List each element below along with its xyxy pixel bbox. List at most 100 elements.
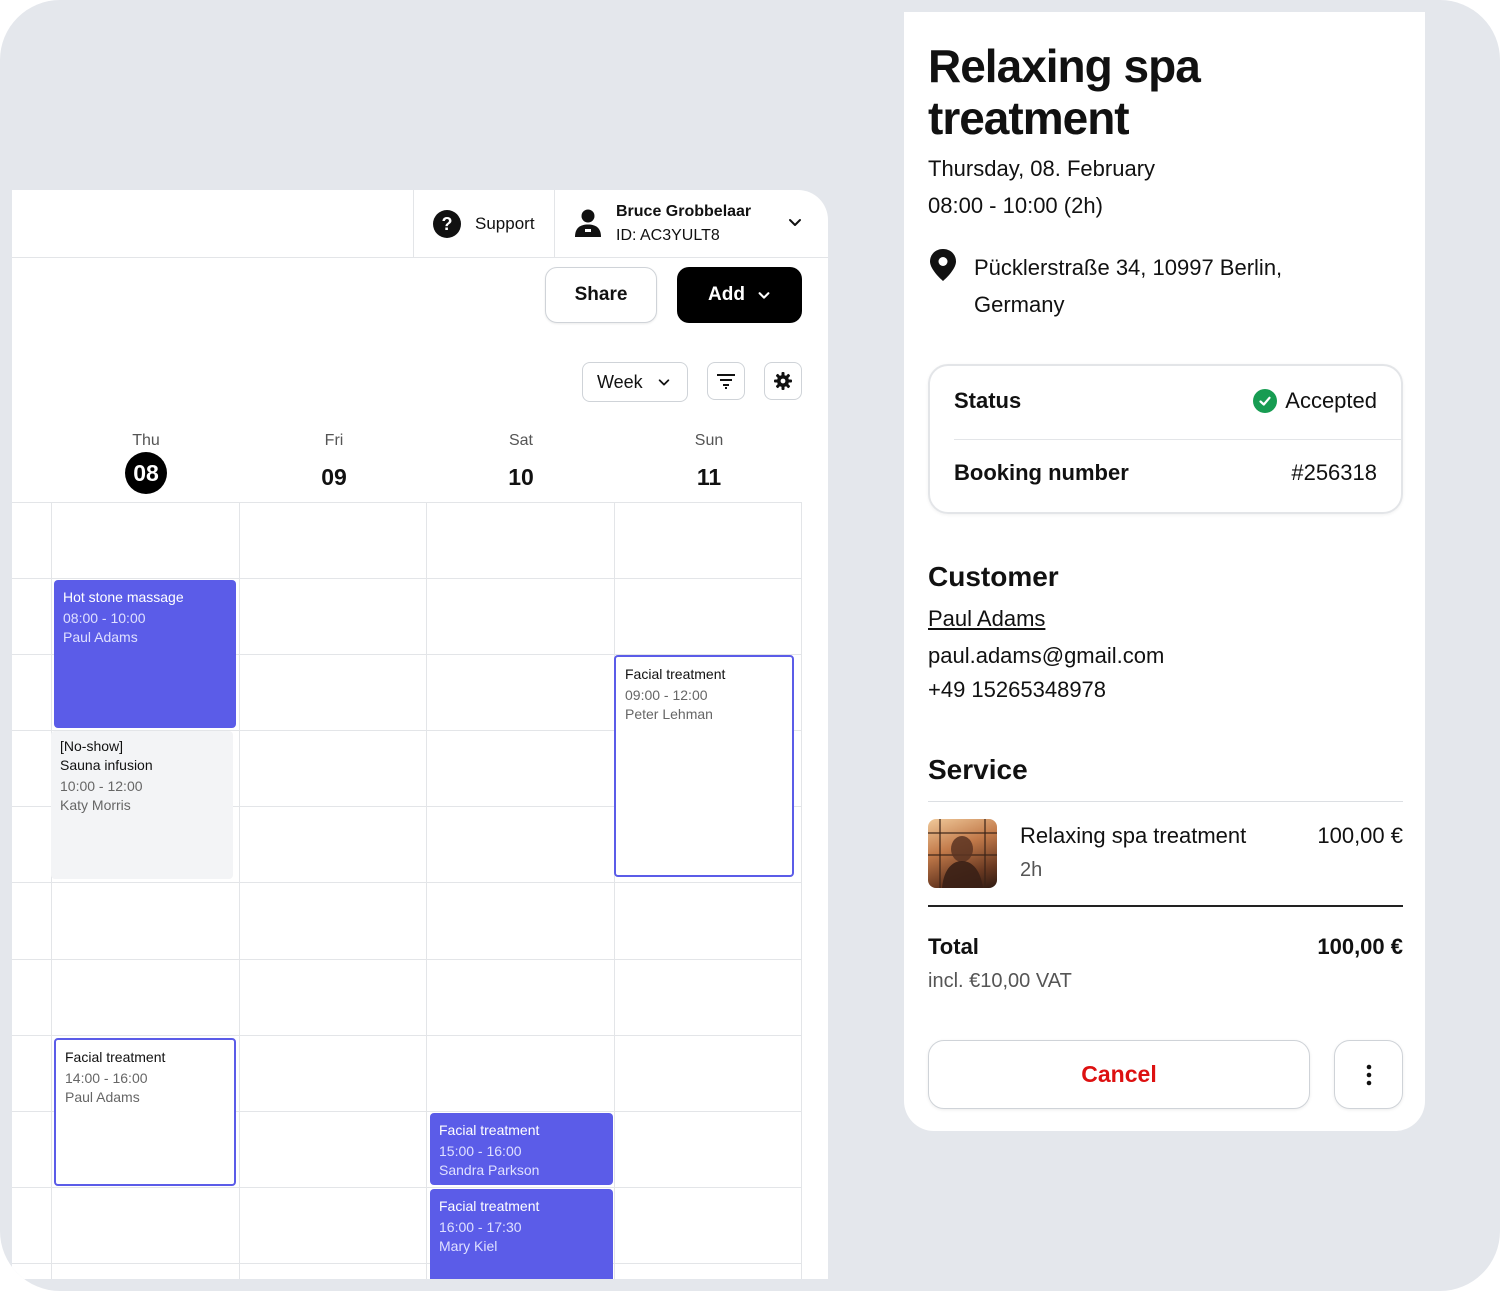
- service-name: Relaxing spa treatment: [1020, 823, 1247, 848]
- event-person: Paul Adams: [65, 1089, 140, 1105]
- divider: [928, 801, 1403, 802]
- event-time: 10:00 - 12:00: [60, 778, 143, 794]
- event-time: 09:00 - 12:00: [625, 687, 708, 703]
- event-title: Facial treatment: [439, 1198, 540, 1214]
- booking-title: Relaxing spa treatment: [928, 40, 1201, 144]
- grid-line: [614, 502, 615, 1279]
- user-id: ID: AC3YULT8: [616, 227, 720, 244]
- event-title: Sauna infusion: [60, 757, 153, 773]
- booking-number-value: #256318: [1291, 460, 1377, 485]
- service-thumbnail: [928, 819, 997, 888]
- add-button-label: Add: [708, 284, 745, 305]
- chevron-down-icon: [758, 292, 770, 299]
- filter-button[interactable]: [707, 362, 745, 400]
- calendar-grid[interactable]: Hot stone massage 08:00 - 10:00 Paul Ada…: [12, 502, 802, 1279]
- grid-line: [239, 502, 240, 1279]
- chevron-down-icon: [789, 219, 801, 226]
- booking-details-panel: Relaxing spa treatment Thursday, 08. Feb…: [904, 12, 1425, 1131]
- event-person: Paul Adams: [63, 629, 138, 645]
- grid-line: [12, 1187, 802, 1188]
- event-facial-treatment-thu[interactable]: Facial treatment 14:00 - 16:00 Paul Adam…: [54, 1038, 236, 1186]
- service-heading: Service: [928, 754, 1028, 785]
- more-vertical-icon: [1366, 1064, 1371, 1085]
- grid-line: [801, 502, 802, 1279]
- chevron-down-icon: [658, 379, 669, 386]
- view-select[interactable]: Week: [582, 362, 688, 402]
- day-name: Sun: [694, 432, 724, 449]
- service-duration: 2h: [1020, 859, 1043, 881]
- day-number: 10: [508, 464, 534, 490]
- status-value: Accepted: [1285, 388, 1377, 413]
- grid-line: [12, 654, 802, 655]
- day-number: 11: [696, 464, 722, 490]
- event-status: [No-show]: [60, 738, 124, 754]
- check-circle-icon: [1253, 389, 1278, 413]
- grid-line: [12, 806, 802, 807]
- more-options-button[interactable]: [1334, 1040, 1403, 1109]
- gear-icon: [774, 372, 792, 390]
- event-person: Peter Lehman: [625, 706, 713, 722]
- booking-number-label: Booking number: [954, 460, 1129, 485]
- booking-address: Pücklerstraße 34, 10997 Berlin, Germany: [974, 255, 1283, 317]
- event-time: 15:00 - 16:00: [439, 1143, 522, 1159]
- add-button[interactable]: Add: [677, 267, 802, 323]
- service-price: 100,00 €: [1317, 823, 1403, 848]
- event-title: Facial treatment: [625, 666, 726, 682]
- cancel-button[interactable]: Cancel: [928, 1040, 1310, 1109]
- event-person: Katy Morris: [60, 797, 131, 813]
- user-menu[interactable]: Bruce Grobbelaar ID: AC3YULT8: [572, 190, 828, 258]
- location-pin-icon: [930, 249, 956, 281]
- total-label: Total: [928, 934, 979, 959]
- day-header-fri[interactable]: Fri 09: [240, 432, 428, 498]
- event-title: Facial treatment: [439, 1122, 540, 1138]
- grid-line: [12, 1263, 802, 1264]
- day-number: 08: [125, 452, 167, 494]
- customer-name-link[interactable]: Paul Adams: [928, 606, 1046, 631]
- share-button[interactable]: Share: [545, 267, 657, 323]
- event-time: 16:00 - 17:30: [439, 1219, 522, 1235]
- day-name: Fri: [324, 432, 344, 449]
- event-facial-treatment-sat-2[interactable]: Facial treatment 16:00 - 17:30 Mary Kiel: [430, 1189, 613, 1279]
- event-time: 14:00 - 16:00: [65, 1070, 148, 1086]
- grid-line: [51, 502, 52, 1279]
- grid-line: [426, 502, 427, 1279]
- event-person: Mary Kiel: [439, 1238, 498, 1254]
- event-sauna-infusion[interactable]: [No-show] Sauna infusion 10:00 - 12:00 K…: [51, 731, 233, 879]
- day-header-thu[interactable]: Thu 08: [52, 432, 240, 494]
- day-number: 09: [321, 464, 347, 490]
- user-name: Bruce Grobbelaar: [616, 203, 752, 220]
- view-select-value: Week: [597, 371, 643, 392]
- grid-line: [12, 882, 802, 883]
- settings-button[interactable]: [764, 362, 802, 400]
- event-title: Hot stone massage: [63, 589, 184, 605]
- booking-date: Thursday, 08. February: [928, 156, 1156, 181]
- support-link[interactable]: ? Support: [413, 190, 555, 258]
- top-bar: ? Support Bruce Grobbelaar ID: AC3YULT8: [12, 190, 828, 258]
- grid-line: [12, 730, 802, 731]
- grid-line: [12, 1111, 802, 1112]
- grid-line: [12, 959, 802, 960]
- status-badge: Accepted: [1253, 388, 1377, 414]
- calendar-card: ? Support Bruce Grobbelaar ID: AC3YULT8 …: [12, 190, 828, 1279]
- grid-line: [12, 502, 802, 503]
- divider: [954, 439, 1401, 440]
- divider: [928, 905, 1403, 907]
- grid-line: [12, 1035, 802, 1036]
- total-vat: incl. €10,00 VAT: [928, 970, 1072, 992]
- customer-phone: +49 15265348978: [928, 677, 1107, 702]
- day-header-sun[interactable]: Sun 11: [615, 432, 803, 498]
- event-time: 08:00 - 10:00: [63, 610, 146, 626]
- booking-time: 08:00 - 10:00 (2h): [928, 193, 1103, 218]
- day-name: Thu: [132, 432, 160, 449]
- user-icon: [575, 209, 601, 237]
- event-facial-treatment-sun[interactable]: Facial treatment 09:00 - 12:00 Peter Leh…: [614, 655, 794, 877]
- customer-heading: Customer: [928, 561, 1059, 592]
- filter-icon: [717, 374, 735, 389]
- event-hot-stone-massage[interactable]: Hot stone massage 08:00 - 10:00 Paul Ada…: [54, 580, 236, 728]
- event-facial-treatment-sat-1[interactable]: Facial treatment 15:00 - 16:00 Sandra Pa…: [430, 1113, 613, 1185]
- help-icon: ?: [433, 210, 461, 238]
- event-person: Sandra Parkson: [439, 1162, 540, 1178]
- day-name: Sat: [508, 432, 533, 449]
- day-header-sat[interactable]: Sat 10: [427, 432, 615, 498]
